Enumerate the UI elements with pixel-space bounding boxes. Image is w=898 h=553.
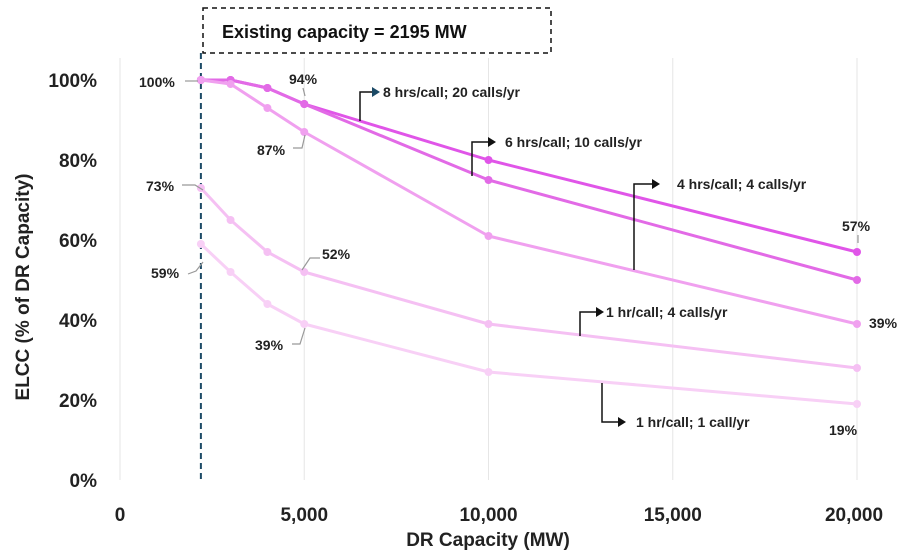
data-label-39-low: 39% — [255, 337, 284, 353]
series-2-point-3 — [300, 128, 309, 136]
data-label-59: 59% — [151, 265, 180, 281]
data-label-87: 87% — [257, 142, 286, 158]
data-label-leaders — [182, 80, 859, 345]
x-tick-label: 15,000 — [644, 505, 702, 526]
y-tick-label: 0% — [70, 471, 98, 492]
series-3-point-1 — [226, 216, 235, 224]
arrowhead-4hrs — [652, 179, 660, 189]
existing-capacity-box — [202, 7, 552, 54]
callout-arrowheads — [372, 87, 660, 427]
leader-label-59 — [187, 261, 204, 275]
series-3-point-5 — [853, 364, 861, 372]
data-label-52: 52% — [322, 246, 351, 262]
leader-8hrs — [359, 91, 372, 121]
arrowhead-6hrs — [488, 137, 496, 147]
series-line-2 — [200, 78, 858, 326]
x-tick-labels: 0 5,000 10,000 15,000 20,000 — [115, 505, 883, 526]
leader-label-94 — [302, 87, 306, 97]
data-label-100: 100% — [139, 74, 175, 90]
series-1-point-2 — [263, 84, 272, 92]
x-axis-title: DR Capacity (MW) — [406, 530, 570, 551]
callout-1hr1: 1 hr/call; 1 call/yr — [636, 414, 750, 430]
series-3-point-3 — [300, 268, 309, 276]
leader-4hrs — [633, 183, 652, 270]
data-label-73: 73% — [146, 178, 175, 194]
y-tick-label: 80% — [59, 151, 97, 172]
series-4-point-1 — [226, 268, 235, 276]
series-4-point-3 — [300, 320, 309, 328]
callout-8hrs: 8 hrs/call; 20 calls/yr — [383, 84, 521, 100]
series-2-point-0 — [196, 76, 205, 84]
y-tick-labels: 0% 20% 40% 60% 80% 100% — [48, 71, 97, 492]
leader-1hr4 — [579, 311, 596, 336]
series-0-point-5 — [853, 248, 861, 256]
series-4-point-0 — [196, 240, 205, 248]
arrowhead-8hrs — [372, 87, 380, 97]
series-layer — [196, 76, 861, 408]
callout-6hrs: 6 hrs/call; 10 calls/yr — [505, 134, 643, 150]
leader-label-52 — [301, 257, 320, 271]
y-tick-label: 100% — [48, 71, 97, 92]
series-2-point-4 — [484, 232, 493, 240]
data-label-19: 19% — [829, 422, 858, 438]
series-line-4 — [199, 242, 858, 406]
leader-label-87 — [293, 134, 306, 149]
data-label-94: 94% — [289, 71, 318, 87]
leader-6hrs — [471, 141, 488, 176]
series-1-point-3 — [300, 100, 309, 108]
series-3-point-4 — [484, 320, 493, 328]
y-tick-label: 60% — [59, 231, 97, 252]
series-line-3 — [199, 186, 858, 370]
data-label-57: 57% — [842, 218, 871, 234]
series-2-point-2 — [263, 104, 272, 112]
x-tick-label: 20,000 — [825, 505, 883, 526]
series-2-point-5 — [853, 320, 861, 328]
series-line-1 — [200, 78, 858, 282]
arrowhead-1hr1 — [618, 417, 626, 427]
x-tick-label: 5,000 — [280, 505, 328, 526]
series-2-point-1 — [226, 80, 235, 88]
leader-1hr1 — [601, 383, 618, 423]
callout-leaders — [359, 91, 652, 423]
series-3-point-2 — [263, 248, 272, 256]
series-4-point-2 — [263, 300, 272, 308]
arrowhead-1hr4 — [596, 307, 604, 317]
series-4-point-4 — [484, 368, 493, 376]
y-axis-title: ELCC (% of DR Capacity) — [13, 174, 34, 401]
leader-label-73 — [182, 184, 204, 191]
series-line-0 — [200, 78, 858, 254]
y-tick-label: 40% — [59, 311, 97, 332]
series-0-point-4 — [484, 156, 493, 164]
y-tick-label: 20% — [59, 391, 97, 412]
callout-1hr4: 1 hr/call; 4 calls/yr — [606, 304, 728, 320]
x-tick-label: 10,000 — [459, 505, 517, 526]
x-tick-label: 0 — [115, 505, 126, 526]
existing-capacity-label: Existing capacity = 2195 MW — [222, 22, 467, 42]
callout-4hrs: 4 hrs/call; 4 calls/yr — [677, 176, 807, 192]
series-1-point-5 — [853, 276, 861, 284]
leader-label-39 — [292, 327, 306, 345]
data-label-39-end: 39% — [869, 315, 898, 331]
series-4-point-5 — [853, 400, 861, 408]
series-1-point-4 — [484, 176, 493, 184]
